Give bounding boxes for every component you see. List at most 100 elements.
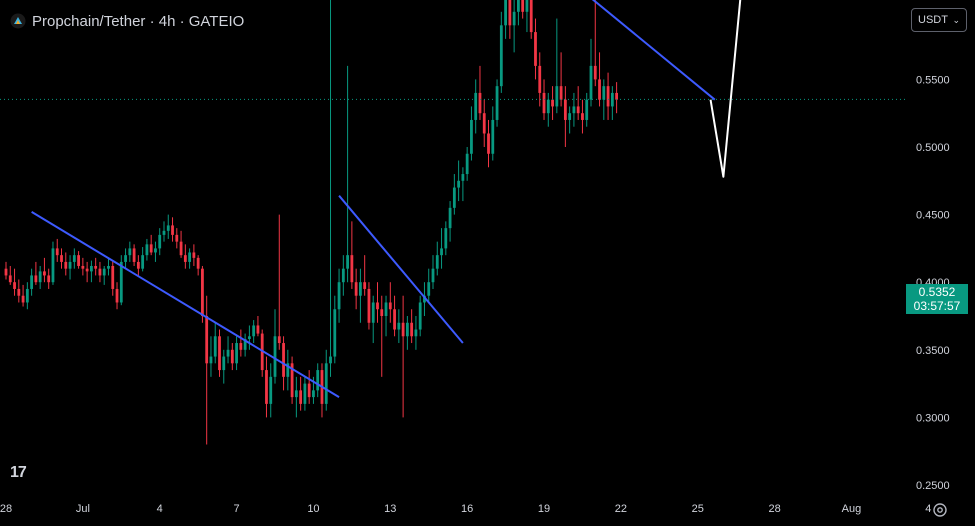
candle-body (581, 113, 584, 120)
candle-body (380, 309, 384, 316)
candle (154, 241, 157, 262)
candle-body (230, 349, 234, 364)
candle (427, 268, 431, 303)
candle-body (615, 92, 619, 100)
candle (521, 0, 525, 19)
candle-body (465, 153, 469, 175)
candle (529, 0, 533, 39)
candle (269, 363, 273, 418)
candle (303, 376, 307, 411)
candle-body (478, 92, 482, 114)
candle-body (542, 92, 546, 114)
candle (239, 329, 243, 357)
candle-body (64, 261, 68, 269)
candle-body (290, 363, 294, 398)
propchain-logo-icon (10, 13, 26, 29)
candle-body (55, 248, 59, 256)
candle-body (316, 370, 320, 391)
candle-body (397, 322, 401, 330)
candle-body (299, 390, 303, 404)
candle-body (461, 174, 465, 181)
candle (589, 38, 593, 107)
currency-selector[interactable]: USDT ⌄ (911, 8, 967, 32)
candle (90, 260, 93, 283)
candle-body (4, 268, 8, 276)
chart-header: Propchain/Tether · 4h · GATEIO (10, 10, 244, 32)
price-axis[interactable]: 0.25000.30000.35000.40000.45000.50000.55… (916, 0, 950, 492)
candle (205, 295, 209, 445)
candle (602, 79, 606, 120)
candle-body (265, 370, 268, 404)
x-tick-label: Aug (842, 503, 862, 515)
candle-body (226, 349, 230, 357)
candle (606, 72, 610, 120)
gear-icon[interactable] (931, 501, 949, 519)
candle-body (277, 336, 281, 344)
candle (226, 336, 230, 364)
candle (85, 261, 89, 283)
candle (60, 248, 63, 269)
candle-body (589, 65, 593, 100)
candle-body (90, 265, 93, 272)
candle-body (431, 268, 435, 283)
candle-body (423, 295, 426, 303)
candle (166, 214, 170, 239)
chevron-down-icon: ⌄ (952, 14, 960, 25)
candle-body (213, 336, 217, 357)
candle (209, 336, 213, 377)
candle (111, 260, 115, 296)
candle-body (470, 119, 473, 154)
candle-body (158, 234, 162, 249)
candle (538, 52, 542, 107)
candle-body (482, 113, 486, 134)
x-tick-label: 13 (384, 503, 396, 515)
candle-body (273, 336, 277, 377)
time-axis[interactable]: 28 Jul 4 7 10 13 16 19 22 25 28 Aug 4 (0, 503, 931, 515)
candle (593, 0, 597, 87)
candle (418, 295, 422, 337)
candle-body (354, 282, 358, 296)
symbol-title[interactable]: Propchain/Tether · 4h · GATEIO (32, 12, 245, 30)
candle (51, 241, 55, 285)
candle-body (474, 92, 478, 120)
projection-arrow-path (709, 0, 742, 178)
candle-body (593, 65, 597, 80)
candle-body (38, 271, 42, 283)
candle (546, 92, 550, 127)
candle (572, 92, 576, 127)
candle (324, 349, 328, 411)
candle (277, 214, 281, 350)
candle-body (410, 322, 414, 337)
candle-body (218, 336, 221, 371)
candle (307, 370, 311, 404)
candle (183, 244, 187, 269)
candle-body (201, 268, 204, 316)
candle-body (141, 255, 145, 269)
candle (474, 79, 478, 134)
candle (359, 268, 362, 323)
candle-body (521, 0, 525, 12)
candle (30, 268, 34, 296)
candle-body (312, 390, 315, 398)
candle (482, 99, 486, 147)
candle-body (572, 106, 576, 114)
candle-body (512, 11, 516, 26)
candle (457, 160, 461, 202)
candle-body (119, 261, 123, 303)
candle-body (504, 0, 507, 26)
candle-body (256, 325, 260, 334)
candle (610, 86, 614, 120)
candle (115, 282, 119, 310)
candle (337, 268, 341, 323)
candle-body (43, 271, 46, 276)
candle (581, 99, 584, 134)
y-tick-label: 0.5000 (916, 142, 950, 154)
candle (43, 257, 46, 283)
candle (555, 18, 559, 114)
candle (363, 255, 367, 296)
candle (4, 261, 8, 280)
x-tick-label: 7 (234, 503, 240, 515)
candle (188, 248, 192, 269)
candle (380, 295, 384, 377)
